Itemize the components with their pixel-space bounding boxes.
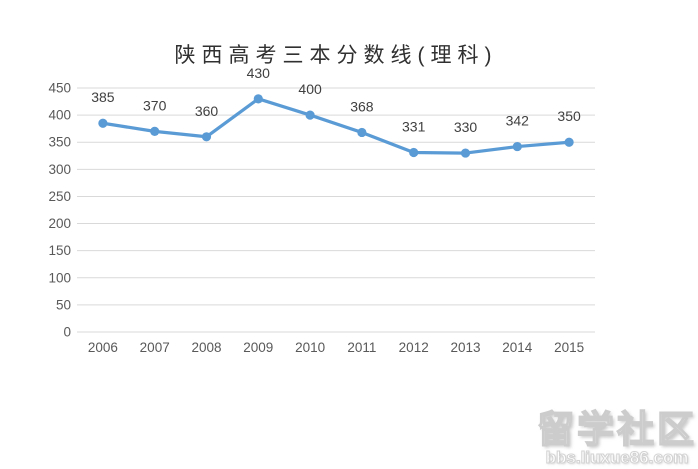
- x-tick-label: 2010: [295, 340, 325, 355]
- y-tick-label: 150: [48, 243, 71, 258]
- data-point: [305, 110, 315, 120]
- data-point: [460, 148, 471, 158]
- x-tick-label: 2006: [88, 340, 118, 355]
- x-tick-label: 2012: [399, 340, 429, 355]
- x-tick-label: 2008: [191, 340, 221, 355]
- data-label: 350: [557, 108, 581, 124]
- y-tick-label: 0: [63, 325, 71, 340]
- y-tick-label: 250: [48, 189, 71, 204]
- data-label: 360: [195, 103, 219, 119]
- x-tick-label: 2014: [502, 340, 533, 355]
- data-point: [253, 94, 263, 104]
- data-label: 368: [350, 98, 374, 114]
- series-line: [101, 97, 571, 155]
- y-tick-label: 50: [56, 297, 71, 312]
- data-point: [512, 141, 522, 152]
- data-label: 385: [91, 89, 115, 105]
- x-tick-label: 2007: [140, 340, 170, 355]
- y-tick-label: 100: [48, 270, 71, 285]
- data-point: [357, 127, 367, 138]
- data-label: 370: [143, 97, 167, 113]
- x-tick-label: 2013: [450, 340, 480, 355]
- data-point: [564, 137, 574, 147]
- chart-title: 陕西高考三本分数线(理科): [174, 44, 498, 67]
- y-tick-label: 400: [48, 108, 71, 123]
- data-point: [150, 126, 160, 136]
- x-tick-label: 2015: [554, 340, 584, 355]
- y-tick-label: 350: [48, 135, 71, 150]
- data-label: 430: [247, 65, 271, 81]
- x-tick-label: 2011: [347, 340, 376, 355]
- data-label: 342: [506, 113, 530, 129]
- y-tick-label: 200: [48, 216, 71, 231]
- data-label: 400: [298, 81, 322, 97]
- data-point: [409, 147, 419, 158]
- y-tick-label: 450: [48, 81, 71, 96]
- data-label: 330: [454, 119, 478, 135]
- data-label: 331: [402, 119, 426, 135]
- data-point: [201, 132, 212, 142]
- y-tick-label: 300: [48, 162, 71, 177]
- x-tick-label: 2009: [243, 340, 273, 355]
- data-point: [98, 118, 108, 128]
